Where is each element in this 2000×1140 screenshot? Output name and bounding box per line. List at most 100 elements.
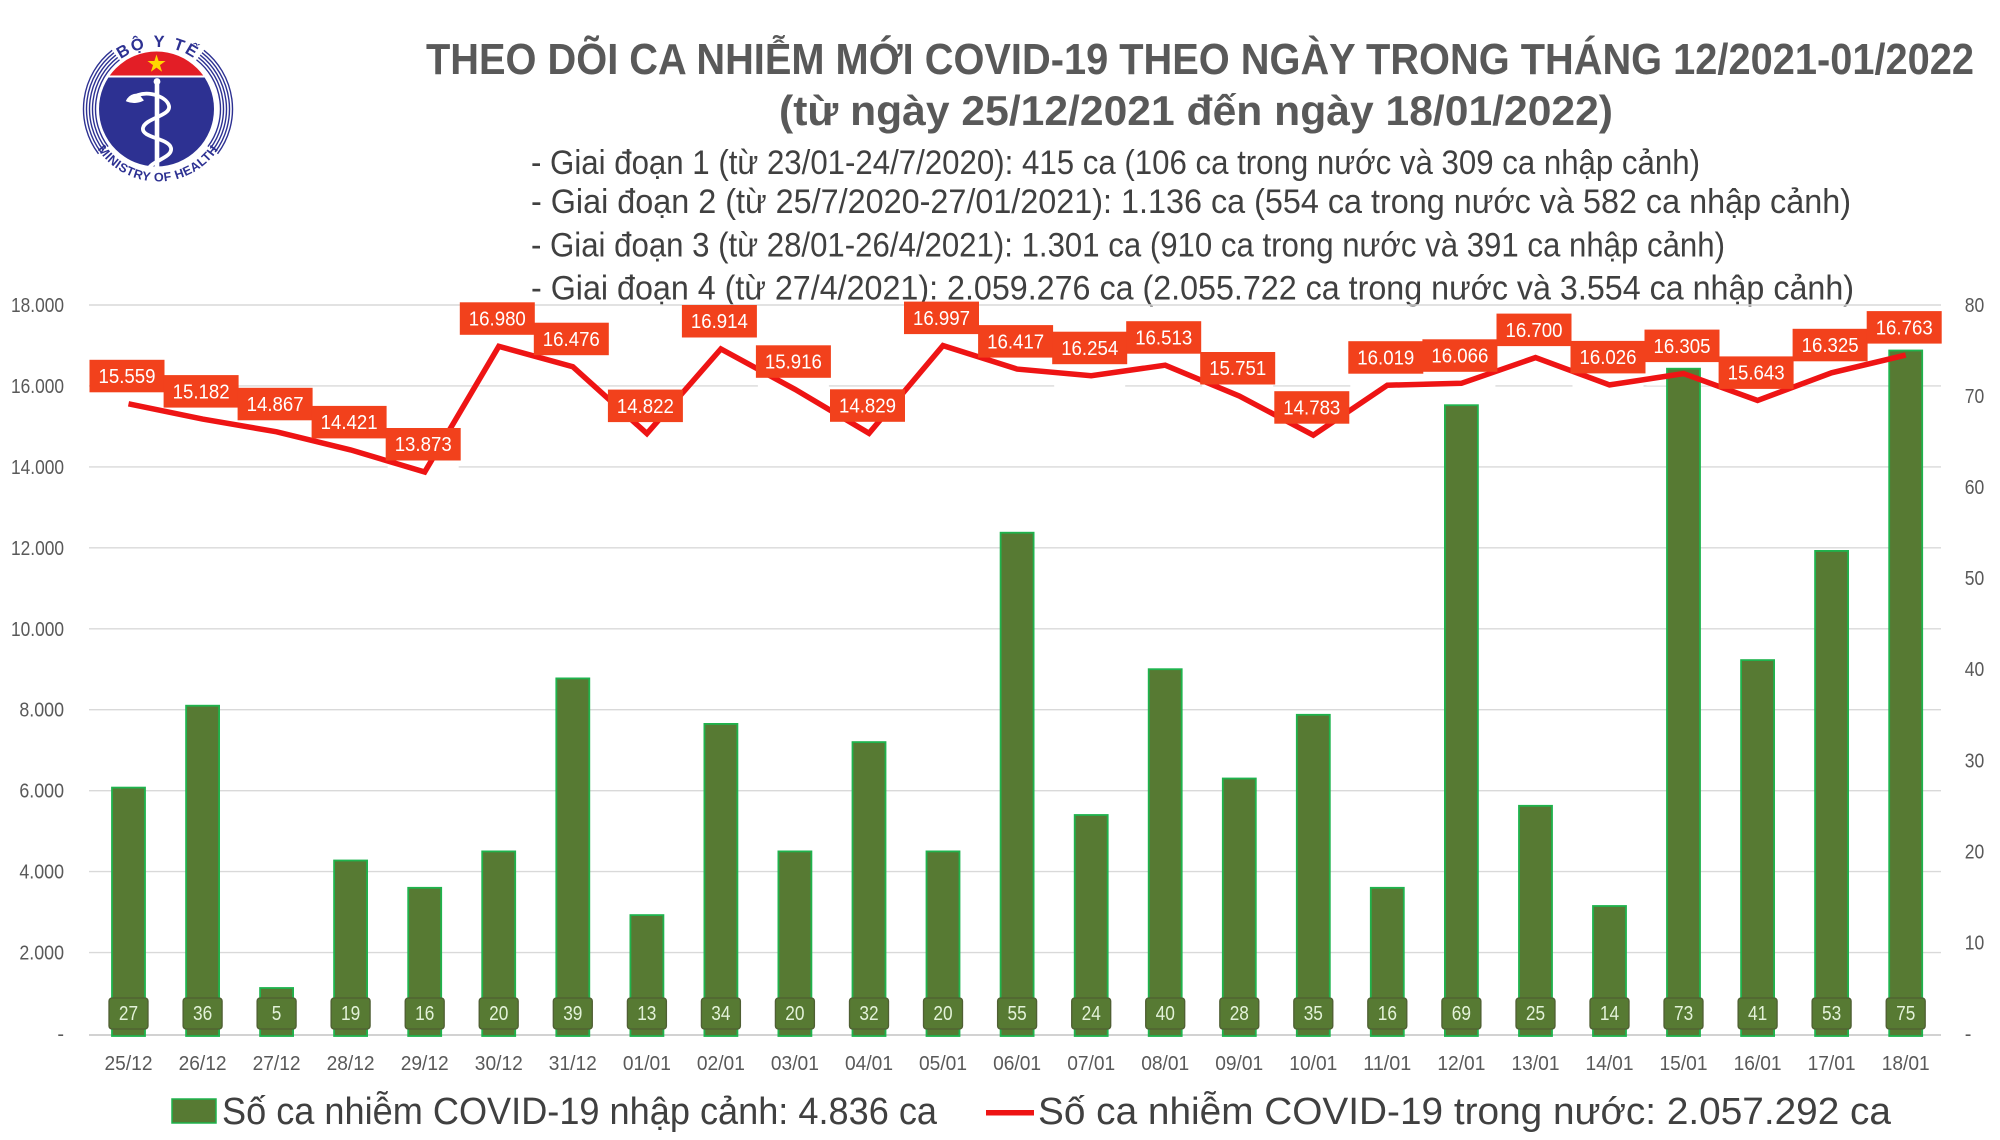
svg-text:13: 13 — [637, 1003, 656, 1025]
svg-text:27: 27 — [119, 1003, 138, 1025]
svg-text:Số ca nhiễm COVID-19 trong nướ: Số ca nhiễm COVID-19 trong nước: 2.057.2… — [1038, 1090, 1892, 1133]
svg-text:10.000: 10.000 — [11, 619, 64, 641]
svg-text:06/01: 06/01 — [993, 1053, 1041, 1075]
svg-text:THEO DÕI CA NHIỄM MỚI COVID-19: THEO DÕI CA NHIỄM MỚI COVID-19 THEO NGÀY… — [426, 34, 1974, 84]
svg-text:16.997: 16.997 — [913, 307, 970, 330]
svg-text:15/01: 15/01 — [1660, 1053, 1708, 1075]
svg-text:15.751: 15.751 — [1209, 357, 1266, 380]
svg-text:69: 69 — [1452, 1003, 1471, 1025]
svg-text:20: 20 — [933, 1003, 952, 1025]
svg-text:04/01: 04/01 — [845, 1053, 893, 1075]
svg-text:17/01: 17/01 — [1808, 1053, 1856, 1075]
svg-text:30: 30 — [1965, 750, 1985, 772]
svg-text:80: 80 — [1965, 295, 1985, 317]
svg-text:16.914: 16.914 — [691, 310, 748, 333]
svg-text:26/12: 26/12 — [179, 1053, 227, 1075]
svg-text:16.254: 16.254 — [1061, 337, 1118, 360]
svg-text:08/01: 08/01 — [1141, 1053, 1189, 1075]
svg-text:30/12: 30/12 — [475, 1053, 523, 1075]
svg-text:60: 60 — [1965, 477, 1985, 499]
svg-text:32: 32 — [859, 1003, 878, 1025]
svg-text:16.026: 16.026 — [1580, 346, 1637, 369]
svg-text:40: 40 — [1965, 659, 1985, 681]
svg-text:14.829: 14.829 — [839, 395, 896, 418]
svg-text:14/01: 14/01 — [1586, 1053, 1634, 1075]
svg-text:15.643: 15.643 — [1728, 362, 1785, 385]
svg-text:Số ca nhiễm COVID-19 nhập cảnh: Số ca nhiễm COVID-19 nhập cảnh: 4.836 ca — [222, 1090, 938, 1133]
svg-text:15.182: 15.182 — [173, 380, 230, 403]
svg-text:02/01: 02/01 — [697, 1053, 745, 1075]
svg-text:24: 24 — [1082, 1003, 1101, 1025]
svg-text:10: 10 — [1965, 932, 1985, 954]
svg-text:15.916: 15.916 — [765, 351, 822, 374]
svg-text:29/12: 29/12 — [401, 1053, 449, 1075]
svg-text:16.763: 16.763 — [1876, 316, 1933, 339]
svg-text:35: 35 — [1304, 1003, 1323, 1025]
svg-text:39: 39 — [563, 1003, 582, 1025]
svg-text:14.000: 14.000 — [11, 457, 64, 479]
svg-text:36: 36 — [193, 1003, 212, 1025]
svg-text:16: 16 — [1378, 1003, 1397, 1025]
svg-text:16/01: 16/01 — [1734, 1053, 1782, 1075]
svg-text:25/12: 25/12 — [105, 1053, 153, 1075]
svg-text:34: 34 — [711, 1003, 730, 1025]
svg-text:16.417: 16.417 — [987, 330, 1044, 353]
svg-text:20: 20 — [1965, 841, 1985, 863]
svg-text:75: 75 — [1896, 1003, 1915, 1025]
svg-text:13.873: 13.873 — [395, 433, 452, 456]
svg-text:5: 5 — [272, 1003, 282, 1025]
svg-text:28: 28 — [1230, 1003, 1249, 1025]
svg-text:27/12: 27/12 — [253, 1053, 301, 1075]
svg-text:14: 14 — [1600, 1003, 1619, 1025]
svg-text:16.000: 16.000 — [11, 376, 64, 398]
svg-text:14.783: 14.783 — [1283, 396, 1340, 419]
svg-text:- Giai đoạn 1 (từ 23/01-24/7/2: - Giai đoạn 1 (từ 23/01-24/7/2020): 415 … — [531, 144, 1700, 182]
svg-text:31/12: 31/12 — [549, 1053, 597, 1075]
svg-text:4.000: 4.000 — [19, 862, 64, 884]
svg-text:11/01: 11/01 — [1363, 1053, 1411, 1075]
svg-text:2.000: 2.000 — [19, 943, 64, 965]
svg-text:10/01: 10/01 — [1289, 1053, 1337, 1075]
svg-text:16.476: 16.476 — [543, 328, 600, 351]
svg-text:14.421: 14.421 — [321, 411, 378, 434]
svg-text:41: 41 — [1748, 1003, 1767, 1025]
svg-text:16.305: 16.305 — [1654, 335, 1711, 358]
svg-text:(từ ngày 25/12/2021 đến ngày 1: (từ ngày 25/12/2021 đến ngày 18/01/2022) — [779, 87, 1613, 134]
svg-text:12.000: 12.000 — [11, 538, 64, 560]
svg-text:16.019: 16.019 — [1357, 346, 1414, 369]
svg-text:18.000: 18.000 — [11, 295, 64, 317]
svg-text:- Giai đoạn 4 (từ 27/4/2021):: - Giai đoạn 4 (từ 27/4/2021): 2.059.276 … — [531, 270, 1854, 308]
svg-text:20: 20 — [785, 1003, 804, 1025]
svg-text:14.822: 14.822 — [617, 395, 674, 418]
svg-text:03/01: 03/01 — [771, 1053, 819, 1075]
svg-text:25: 25 — [1526, 1003, 1545, 1025]
svg-text:12/01: 12/01 — [1437, 1053, 1485, 1075]
svg-text:14.867: 14.867 — [247, 393, 304, 416]
svg-text:50: 50 — [1965, 568, 1985, 590]
svg-text:19: 19 — [341, 1003, 360, 1025]
svg-text:16.325: 16.325 — [1802, 334, 1859, 357]
svg-text:16.700: 16.700 — [1506, 319, 1563, 342]
svg-text:8.000: 8.000 — [19, 700, 64, 722]
svg-text:28/12: 28/12 — [327, 1053, 375, 1075]
svg-text:40: 40 — [1156, 1003, 1175, 1025]
svg-text:16: 16 — [415, 1003, 434, 1025]
svg-text:-: - — [1965, 1024, 1972, 1046]
svg-text:09/01: 09/01 — [1215, 1053, 1263, 1075]
svg-text:07/01: 07/01 — [1067, 1053, 1115, 1075]
svg-text:16.513: 16.513 — [1135, 326, 1192, 349]
svg-text:53: 53 — [1822, 1003, 1841, 1025]
svg-text:70: 70 — [1965, 386, 1985, 408]
svg-text:18/01: 18/01 — [1882, 1053, 1930, 1075]
svg-text:05/01: 05/01 — [919, 1053, 967, 1075]
svg-text:15.559: 15.559 — [99, 365, 156, 388]
svg-text:13/01: 13/01 — [1512, 1053, 1560, 1075]
svg-text:55: 55 — [1008, 1003, 1027, 1025]
svg-text:- Giai đoạn 3 (từ 28/01-26/4/2: - Giai đoạn 3 (từ 28/01-26/4/2021): 1.30… — [531, 227, 1725, 265]
svg-text:- Giai đoạn 2 (từ 25/7/2020-27: - Giai đoạn 2 (từ 25/7/2020-27/01/2021):… — [531, 183, 1851, 221]
svg-text:16.980: 16.980 — [469, 308, 526, 331]
svg-text:20: 20 — [489, 1003, 508, 1025]
svg-text:-: - — [57, 1024, 64, 1046]
svg-text:16.066: 16.066 — [1431, 345, 1488, 368]
svg-text:01/01: 01/01 — [623, 1053, 671, 1075]
